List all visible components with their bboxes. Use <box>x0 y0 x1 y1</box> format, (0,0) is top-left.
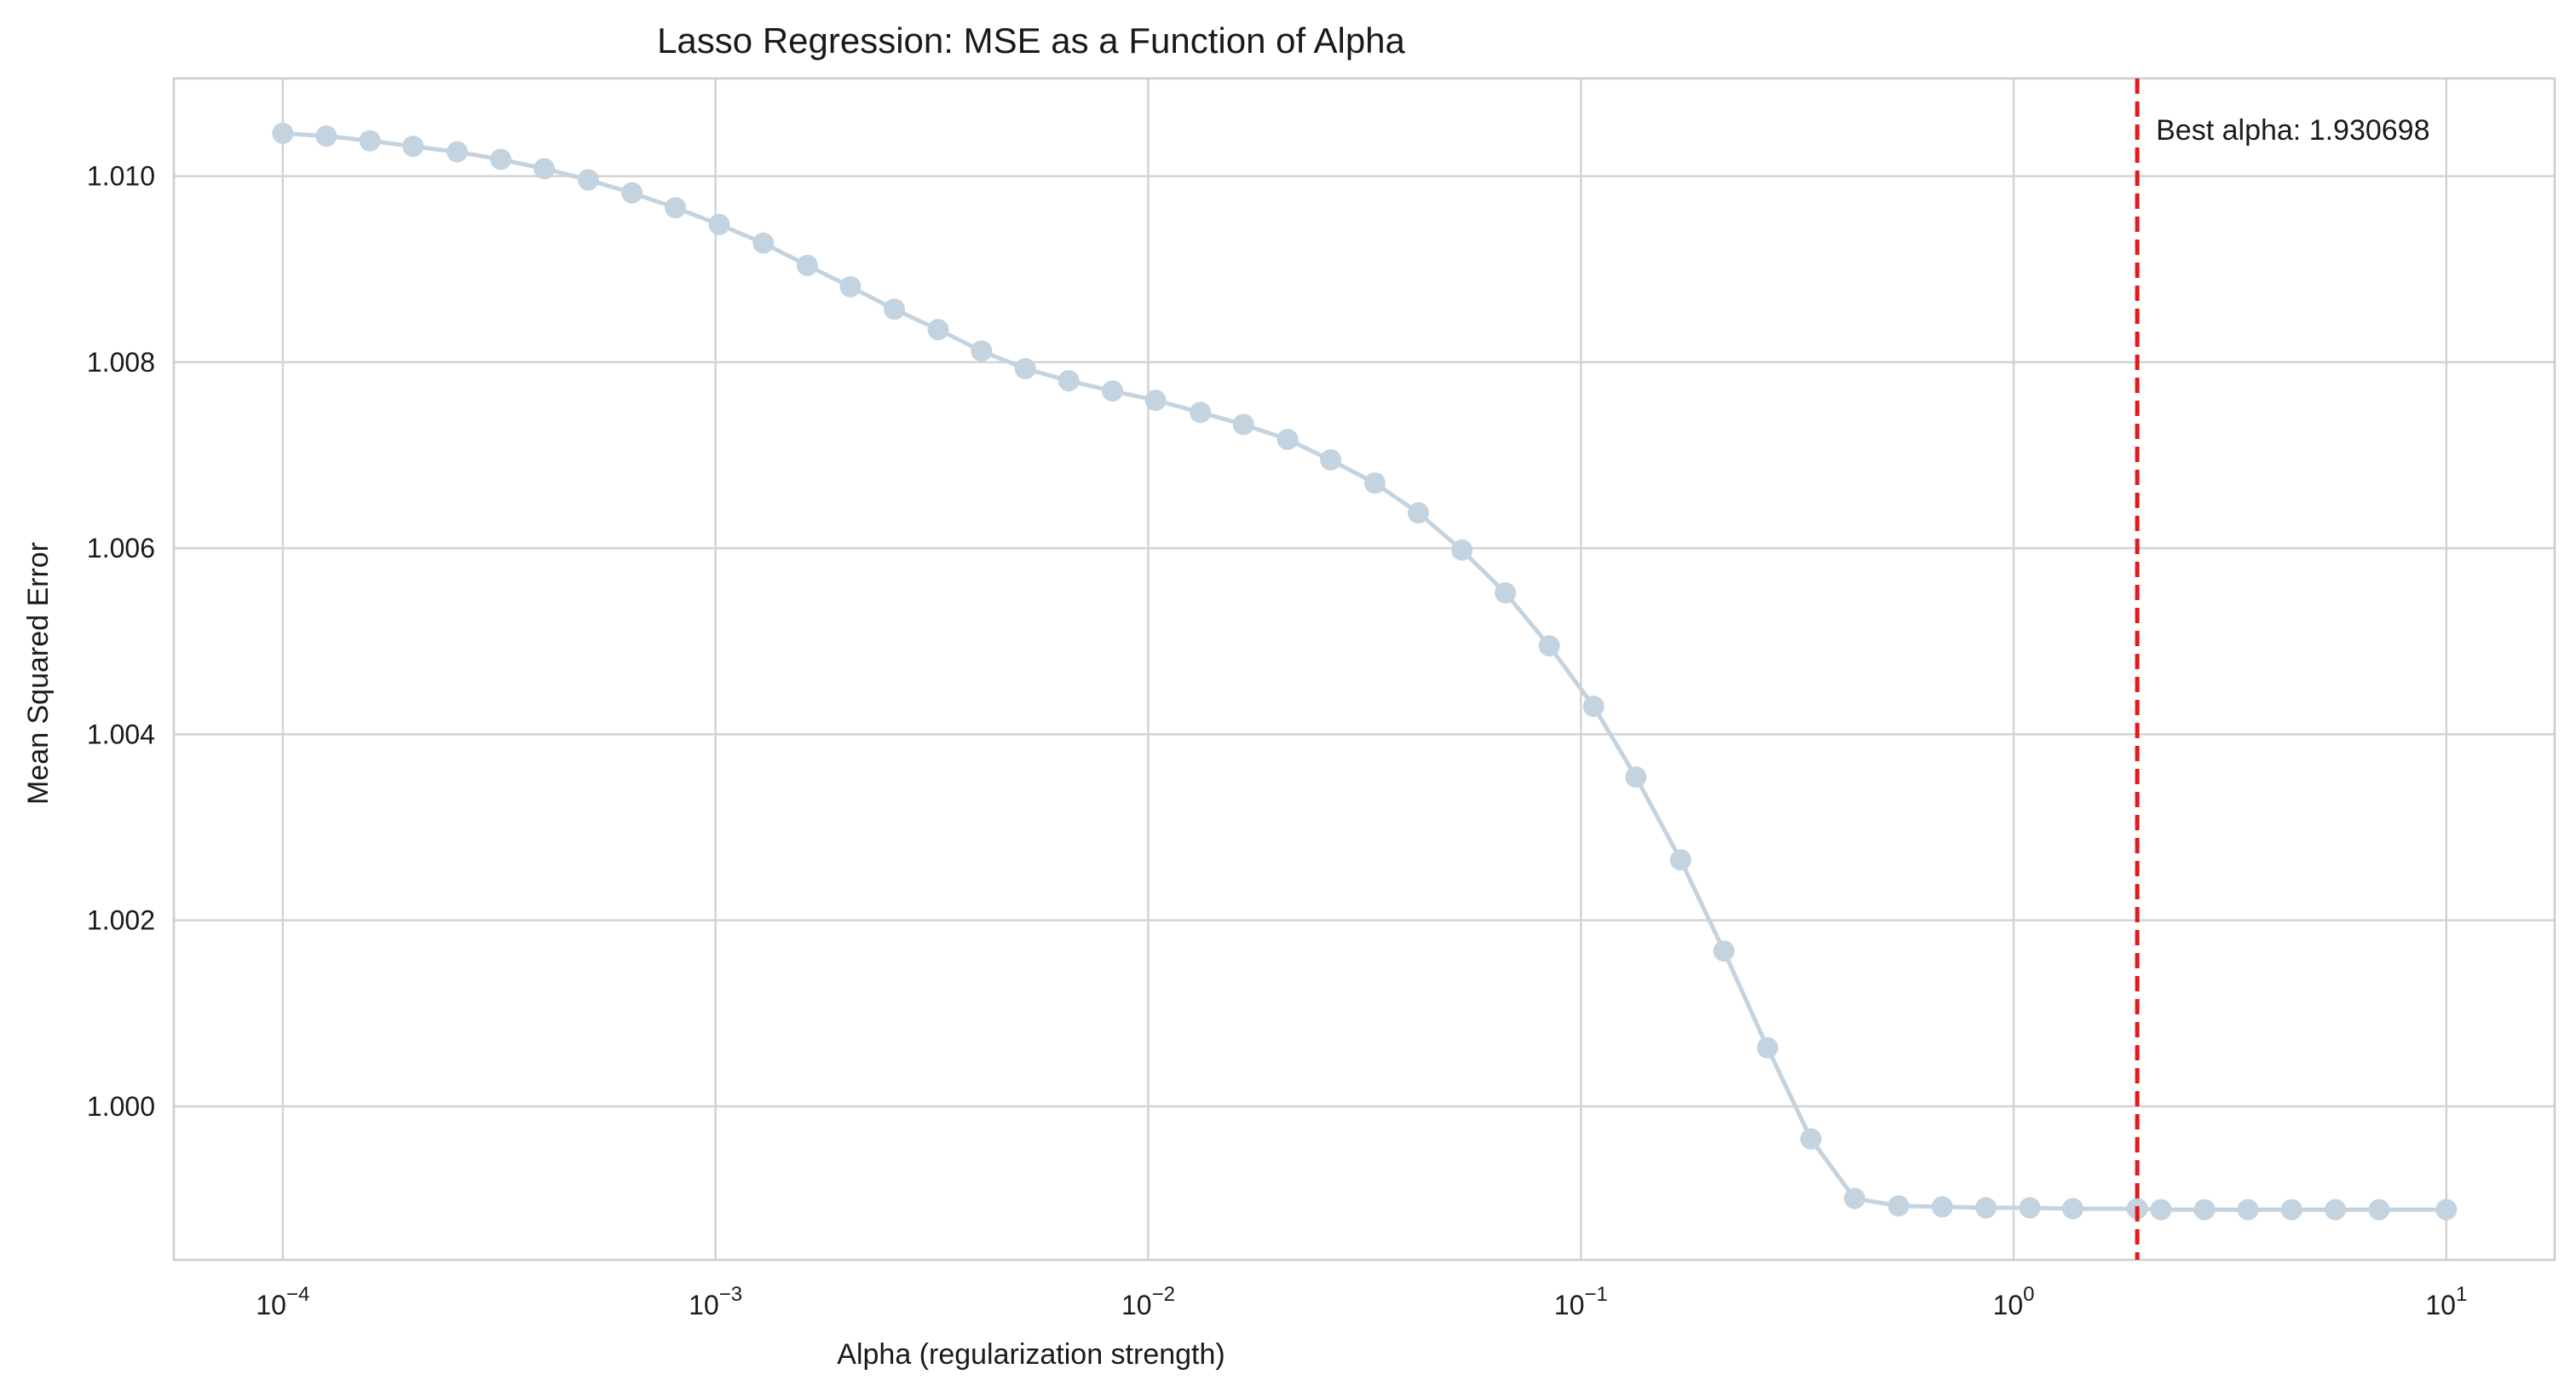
data-point <box>839 275 862 297</box>
data-point <box>1276 428 1299 450</box>
x-tick-label: 10−1 <box>1554 1283 1608 1320</box>
y-tick-label: 1.010 <box>87 161 155 192</box>
data-point <box>402 136 424 158</box>
data-point <box>971 340 993 362</box>
data-point <box>927 319 949 341</box>
data-point <box>2237 1199 2259 1221</box>
data-point <box>1538 635 1560 657</box>
data-point <box>2061 1198 2083 1220</box>
x-tick-label: 10−3 <box>689 1283 742 1320</box>
data-point <box>796 254 818 276</box>
data-point <box>884 298 906 321</box>
data-point <box>490 148 512 170</box>
data-point <box>1232 413 1254 436</box>
data-point <box>2280 1199 2302 1221</box>
data-point <box>447 141 469 163</box>
data-point <box>1495 582 1517 604</box>
y-tick-label: 1.004 <box>87 719 155 749</box>
data-point <box>2193 1199 2216 1221</box>
data-point <box>1887 1195 1910 1217</box>
data-point <box>1931 1196 1953 1218</box>
plot-area <box>172 77 2556 1262</box>
best-alpha-annotation: Best alpha: 1.930698 <box>2156 114 2429 147</box>
data-point <box>1843 1187 1865 1210</box>
data-point <box>1057 370 1080 392</box>
data-point <box>665 197 687 219</box>
data-point <box>1320 448 1342 471</box>
y-axis-ticks: 1.000 1.002 1.004 1.006 1.008 1.010 <box>87 161 155 1122</box>
data-point <box>1582 696 1605 718</box>
x-axis-ticks: 10−4 10−3 10−2 10−1 100 101 <box>256 1283 2467 1320</box>
data-point <box>272 122 294 144</box>
x-axis-label: Alpha (regularization strength) <box>837 1338 1225 1371</box>
x-tick-label: 101 <box>2425 1283 2467 1320</box>
data-point <box>1014 358 1036 379</box>
data-point <box>533 158 556 180</box>
y-tick-label: 1.002 <box>87 905 155 936</box>
data-point <box>1102 380 1124 402</box>
data-point <box>621 182 643 204</box>
data-point <box>1800 1128 1822 1150</box>
y-axis-label: Mean Squared Error <box>22 542 55 805</box>
data-point <box>1669 849 1691 871</box>
data-point <box>2019 1197 2041 1219</box>
data-point <box>1451 539 1473 561</box>
data-point <box>315 125 337 147</box>
axes-frame <box>172 77 2556 1262</box>
data-point <box>359 130 381 152</box>
data-point <box>1975 1197 1997 1219</box>
x-tick-label: 100 <box>1993 1283 2035 1320</box>
data-point <box>2368 1199 2390 1221</box>
data-point <box>708 213 730 235</box>
data-point <box>1407 502 1429 524</box>
data-point <box>1713 940 1735 962</box>
y-tick-label: 1.008 <box>87 347 155 378</box>
data-point <box>1756 1037 1778 1059</box>
x-tick-label: 10−4 <box>256 1283 309 1320</box>
data-point <box>2150 1199 2172 1221</box>
data-point <box>577 169 599 191</box>
data-point <box>2325 1199 2347 1221</box>
data-point <box>1144 390 1167 412</box>
x-tick-label: 10−2 <box>1121 1283 1175 1320</box>
data-point <box>1363 472 1386 494</box>
chart-title: Lasso Regression: MSE as a Function of A… <box>657 20 1405 61</box>
data-point <box>1625 766 1647 788</box>
data-point <box>1190 401 1212 424</box>
data-point <box>752 232 775 254</box>
data-point <box>2435 1199 2458 1221</box>
y-tick-label: 1.006 <box>87 533 155 563</box>
y-tick-label: 1.000 <box>87 1091 155 1122</box>
